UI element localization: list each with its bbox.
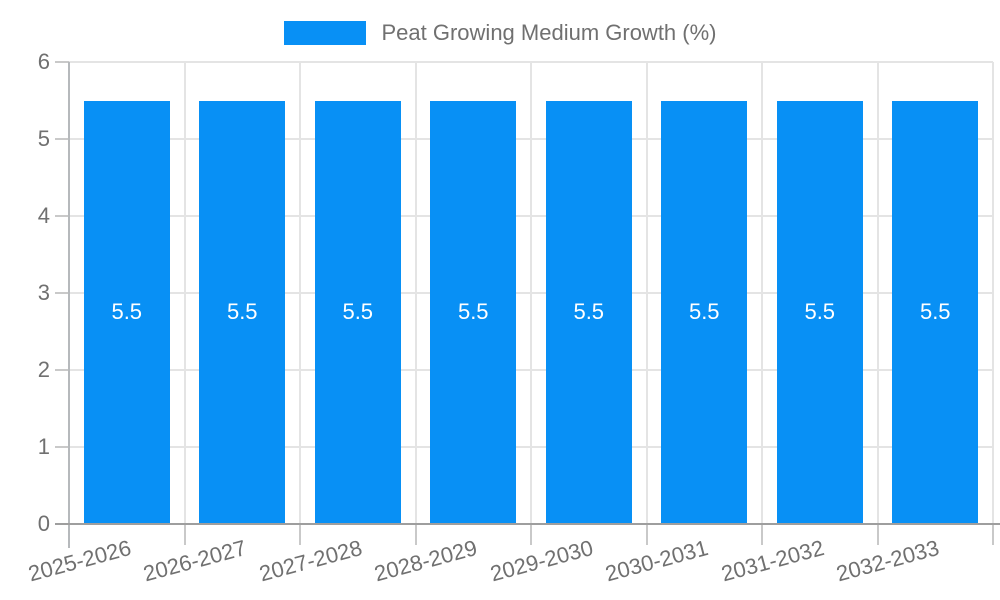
y-gridline bbox=[55, 138, 993, 140]
x-axis-line bbox=[55, 523, 1000, 525]
y-tick-label: 1 bbox=[37, 434, 50, 459]
bar bbox=[892, 100, 979, 524]
x-gridline bbox=[761, 62, 763, 524]
x-gridline bbox=[530, 62, 532, 524]
x-gridline bbox=[299, 62, 301, 524]
y-tick-label: 3 bbox=[37, 280, 50, 305]
bar bbox=[314, 100, 401, 524]
x-gridline bbox=[992, 62, 994, 524]
y-gridline bbox=[55, 215, 993, 217]
legend-swatch bbox=[283, 21, 366, 45]
y-axis-line bbox=[68, 62, 70, 548]
y-tick-mark bbox=[55, 61, 69, 63]
bar bbox=[199, 100, 286, 524]
x-gridline bbox=[183, 62, 186, 524]
y-tick-label: 4 bbox=[37, 203, 50, 228]
bar-value-label: 5.5 bbox=[688, 299, 720, 325]
bar-value-label: 5.5 bbox=[573, 299, 605, 325]
y-gridline bbox=[55, 292, 993, 294]
x-tick-mark bbox=[183, 524, 186, 545]
y-tick-label: 0 bbox=[37, 511, 50, 536]
x-tick-mark bbox=[992, 524, 994, 545]
bar bbox=[83, 100, 170, 524]
y-tick-label: 6 bbox=[37, 49, 50, 74]
x-tick-mark bbox=[414, 524, 417, 545]
bar bbox=[661, 100, 748, 524]
bar bbox=[545, 100, 632, 524]
y-tick-mark bbox=[55, 215, 69, 217]
bar bbox=[776, 100, 863, 524]
bar bbox=[430, 100, 517, 524]
bar-value-label: 5.5 bbox=[111, 299, 143, 325]
y-gridline bbox=[55, 369, 993, 371]
bar-value-label: 5.5 bbox=[342, 299, 374, 325]
x-tick-mark bbox=[299, 524, 301, 545]
y-tick-mark bbox=[55, 138, 69, 140]
x-gridline bbox=[645, 62, 648, 524]
bar-value-label: 5.5 bbox=[457, 299, 489, 325]
legend: Peat Growing Medium Growth (%) bbox=[0, 18, 1000, 48]
y-gridline bbox=[55, 446, 993, 448]
x-tick-mark bbox=[761, 524, 763, 545]
x-tick-mark bbox=[530, 524, 532, 545]
y-gridline bbox=[55, 61, 993, 63]
legend-label: Peat Growing Medium Growth (%) bbox=[381, 20, 717, 45]
x-tick-mark bbox=[645, 524, 648, 545]
y-tick-label: 2 bbox=[37, 357, 50, 382]
x-tick-mark bbox=[876, 524, 879, 545]
x-gridline bbox=[414, 62, 417, 524]
y-tick-label: 5 bbox=[37, 126, 50, 151]
bar-value-label: 5.5 bbox=[226, 299, 258, 325]
x-gridline bbox=[876, 62, 879, 524]
y-tick-mark bbox=[55, 369, 69, 371]
bar-value-label: 5.5 bbox=[919, 299, 951, 325]
y-tick-mark bbox=[55, 446, 69, 448]
y-tick-mark bbox=[55, 292, 69, 294]
bar-value-label: 5.5 bbox=[804, 299, 836, 325]
